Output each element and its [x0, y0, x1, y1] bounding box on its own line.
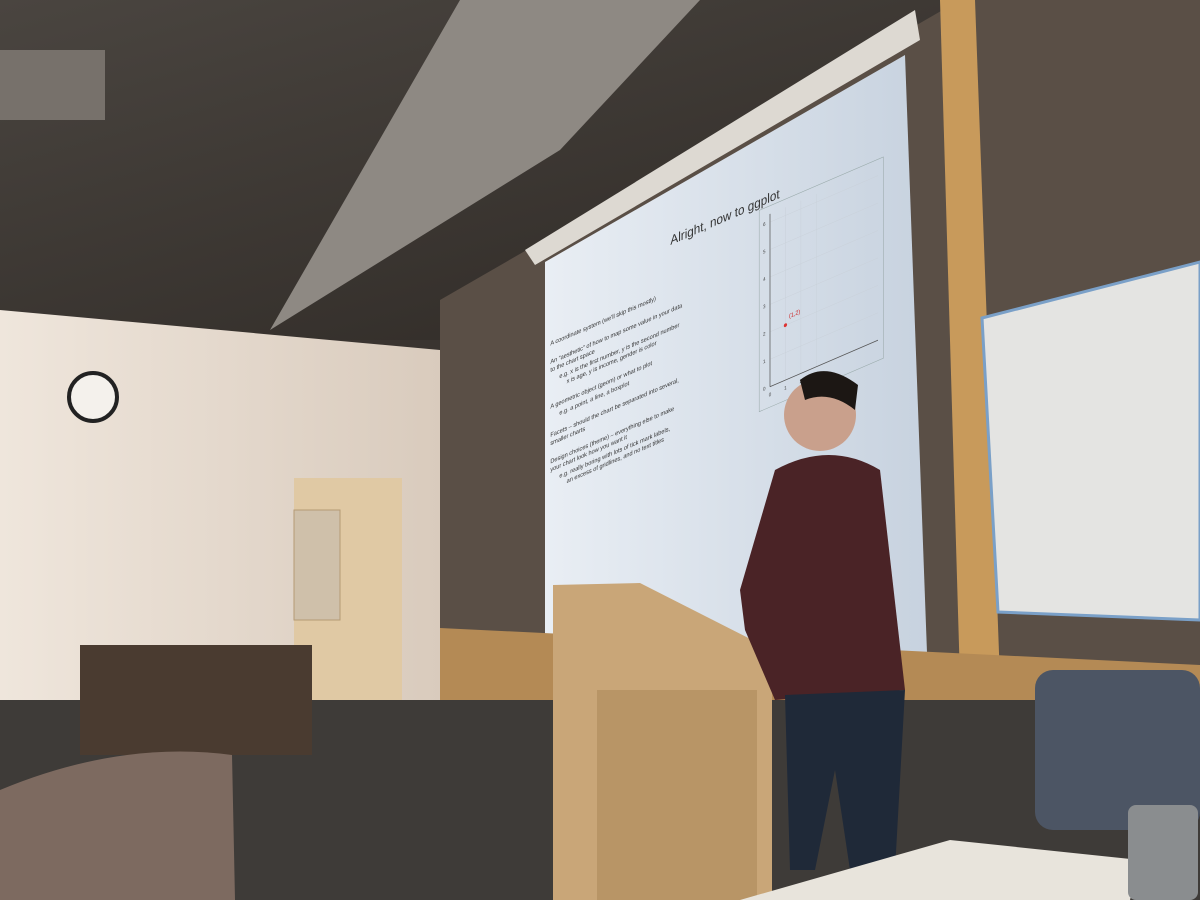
clock	[67, 371, 119, 423]
whiteboard	[980, 260, 1200, 622]
desk	[80, 645, 312, 755]
grid-line	[770, 202, 879, 250]
grid-line	[770, 175, 879, 223]
grid-line	[770, 257, 879, 305]
ceiling-vent	[0, 50, 105, 120]
presenter-shirt	[740, 455, 905, 700]
y-tick-label: 2	[763, 331, 766, 338]
wood-trim	[940, 0, 1000, 680]
data-point	[783, 323, 788, 328]
grid-line	[770, 230, 879, 278]
papers	[740, 840, 1140, 900]
chair	[1035, 670, 1200, 830]
door	[293, 509, 341, 621]
y-tick-label: 0	[763, 386, 766, 393]
grid-line	[770, 285, 879, 333]
presenter-hair	[800, 371, 858, 410]
ceiling-vent	[270, 0, 700, 330]
presenter-jeans	[785, 690, 905, 870]
y-tick-label: 5	[763, 249, 766, 256]
x-tick-label: 1	[784, 385, 787, 392]
axis-line	[770, 339, 879, 388]
y-tick-label: 3	[763, 304, 766, 311]
podium-panel	[597, 690, 757, 900]
y-tick-label: 6	[763, 221, 766, 228]
screen-housing	[525, 10, 920, 265]
thermos	[1128, 805, 1198, 900]
point-label: (1,2)	[789, 309, 800, 320]
chair	[0, 751, 235, 900]
y-tick-label: 1	[763, 358, 766, 365]
y-tick-label: 4	[763, 276, 766, 283]
grid-line	[770, 312, 879, 360]
x-tick-label: 0	[769, 391, 772, 398]
